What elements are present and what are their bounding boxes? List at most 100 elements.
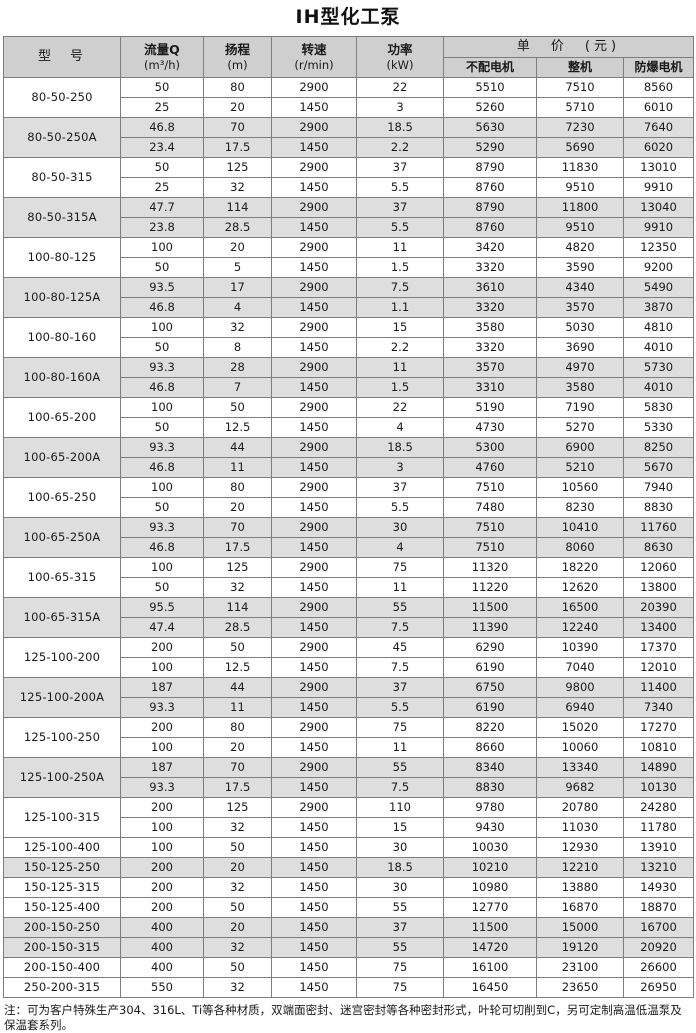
cell-price-no-motor: 8790 — [443, 156, 537, 178]
cell-price-explosion: 7640 — [623, 116, 694, 138]
cell-head: 70 — [203, 516, 272, 538]
header-power-label: 功率 — [387, 41, 413, 57]
cell-flow: 400 — [120, 936, 204, 958]
cell-model: 100-80-125A — [3, 276, 121, 318]
cell-model: 100-65-200A — [3, 436, 121, 478]
cell-head: 50 — [203, 896, 272, 918]
cell-price-no-motor: 3310 — [443, 376, 537, 398]
cell-head: 4 — [203, 296, 272, 318]
cell-price-explosion: 16700 — [623, 916, 694, 938]
cell-speed: 1450 — [271, 616, 357, 638]
cell-speed: 1450 — [271, 216, 357, 238]
table-row: 23.8 28.5 1450 5.5 8760 9510 9910 — [4, 216, 694, 238]
cell-model: 125-100-250 — [3, 716, 121, 758]
table-row: 23.4 17.5 1450 2.2 5290 5690 6020 — [4, 136, 694, 158]
cell-price-complete: 12620 — [536, 576, 624, 598]
cell-model: 125-100-200 — [3, 636, 121, 678]
cell-flow: 100 — [120, 556, 204, 578]
cell-power: 5.5 — [356, 216, 444, 238]
cell-model: 80-50-250A — [3, 116, 121, 158]
cell-price-complete: 13880 — [536, 876, 624, 898]
cell-power: 30 — [356, 516, 444, 538]
cell-flow: 50 — [120, 416, 204, 438]
cell-price-complete: 20780 — [536, 796, 624, 818]
cell-model: 80-50-315 — [3, 156, 121, 198]
cell-price-explosion: 9200 — [623, 256, 694, 278]
cell-price-explosion: 8830 — [623, 496, 694, 518]
cell-power: 55 — [356, 596, 444, 618]
cell-speed: 1450 — [271, 456, 357, 478]
cell-power: 11 — [356, 236, 444, 258]
cell-price-complete: 5270 — [536, 416, 624, 438]
header-head-unit: (m) — [227, 57, 248, 72]
cell-power: 1.5 — [356, 256, 444, 278]
cell-head: 32 — [203, 316, 272, 338]
cell-price-explosion: 26600 — [623, 956, 694, 978]
cell-price-complete: 7190 — [536, 396, 624, 418]
table-row: 100-65-200A 93.3 44 2900 18.5 5300 6900 8250 — [3, 436, 694, 478]
cell-head: 32 — [203, 176, 272, 198]
cell-model: 250-200-315 — [3, 976, 121, 998]
cell-speed: 2900 — [271, 516, 357, 538]
cell-power: 15 — [356, 316, 444, 338]
cell-flow: 187 — [120, 676, 204, 698]
cell-power: 75 — [356, 976, 444, 998]
cell-speed: 1450 — [271, 916, 357, 938]
cell-head: 28.5 — [203, 216, 272, 238]
cell-power: 7.5 — [356, 656, 444, 678]
table-row: 100-65-315A 95.5 114 2900 55 11500 16500 20390 — [3, 596, 694, 638]
cell-price-complete: 5030 — [536, 316, 624, 338]
cell-price-complete: 19120 — [536, 936, 624, 958]
cell-flow: 187 — [120, 756, 204, 778]
cell-power: 11 — [356, 736, 444, 758]
cell-power: 75 — [356, 716, 444, 738]
cell-price-no-motor: 4760 — [443, 456, 537, 478]
cell-head: 125 — [203, 796, 272, 818]
table-row: 200-150-400 400 50 1450 75 16100 23100 26600 — [3, 956, 694, 978]
cell-speed: 1450 — [271, 336, 357, 358]
cell-flow: 100 — [120, 816, 204, 838]
cell-model: 150-125-400 — [3, 896, 121, 918]
cell-flow: 100 — [120, 396, 204, 418]
cell-price-complete: 18220 — [536, 556, 624, 578]
table-row: 100-80-125 100 20 2900 11 3420 4820 12350 — [3, 236, 694, 278]
cell-price-no-motor: 5510 — [443, 76, 537, 98]
table-row: 46.8 7 1450 1.5 3310 3580 4010 — [4, 376, 694, 398]
cell-price-no-motor: 11320 — [443, 556, 537, 578]
cell-speed: 1450 — [271, 536, 357, 558]
cell-head: 114 — [203, 596, 272, 618]
pump-spec-table: 型 号 流量Q (m³/h) 扬程 (m) 转速 (r/ — [3, 35, 694, 998]
cell-model: 150-125-250 — [3, 856, 121, 878]
cell-price-explosion: 24280 — [623, 796, 694, 818]
cell-head: 8 — [203, 336, 272, 358]
cell-head: 20 — [203, 916, 272, 938]
cell-model: 80-50-315A — [3, 196, 121, 238]
cell-power: 55 — [356, 896, 444, 918]
cell-price-explosion: 8560 — [623, 76, 694, 98]
cell-model: 100-65-250A — [3, 516, 121, 558]
cell-price-complete: 3590 — [536, 256, 624, 278]
cell-price-complete: 4970 — [536, 356, 624, 378]
cell-flow: 100 — [120, 656, 204, 678]
cell-head: 70 — [203, 116, 272, 138]
cell-power: 18.5 — [356, 116, 444, 138]
cell-flow: 200 — [120, 716, 204, 738]
cell-power: 110 — [356, 796, 444, 818]
cell-power: 15 — [356, 816, 444, 838]
cell-head: 80 — [203, 476, 272, 498]
cell-price-no-motor: 5630 — [443, 116, 537, 138]
cell-price-explosion: 6020 — [623, 136, 694, 158]
cell-power: 37 — [356, 196, 444, 218]
cell-power: 30 — [356, 876, 444, 898]
cell-flow: 100 — [120, 236, 204, 258]
cell-flow: 46.8 — [120, 376, 204, 398]
table-row: 125-100-200 200 50 2900 45 6290 10390 17370 — [3, 636, 694, 678]
table-row: 125-100-200A 187 44 2900 37 6750 9800 11400 — [3, 676, 694, 718]
cell-power: 4 — [356, 536, 444, 558]
cell-flow: 93.3 — [120, 356, 204, 378]
cell-flow: 200 — [120, 896, 204, 918]
table-row: 100-65-250 100 80 2900 37 7510 10560 7940 — [3, 476, 694, 518]
cell-price-complete: 12930 — [536, 836, 624, 858]
table-row: 250-200-315 550 32 1450 75 16450 23650 26950 — [3, 976, 694, 998]
cell-price-no-motor: 8660 — [443, 736, 537, 758]
